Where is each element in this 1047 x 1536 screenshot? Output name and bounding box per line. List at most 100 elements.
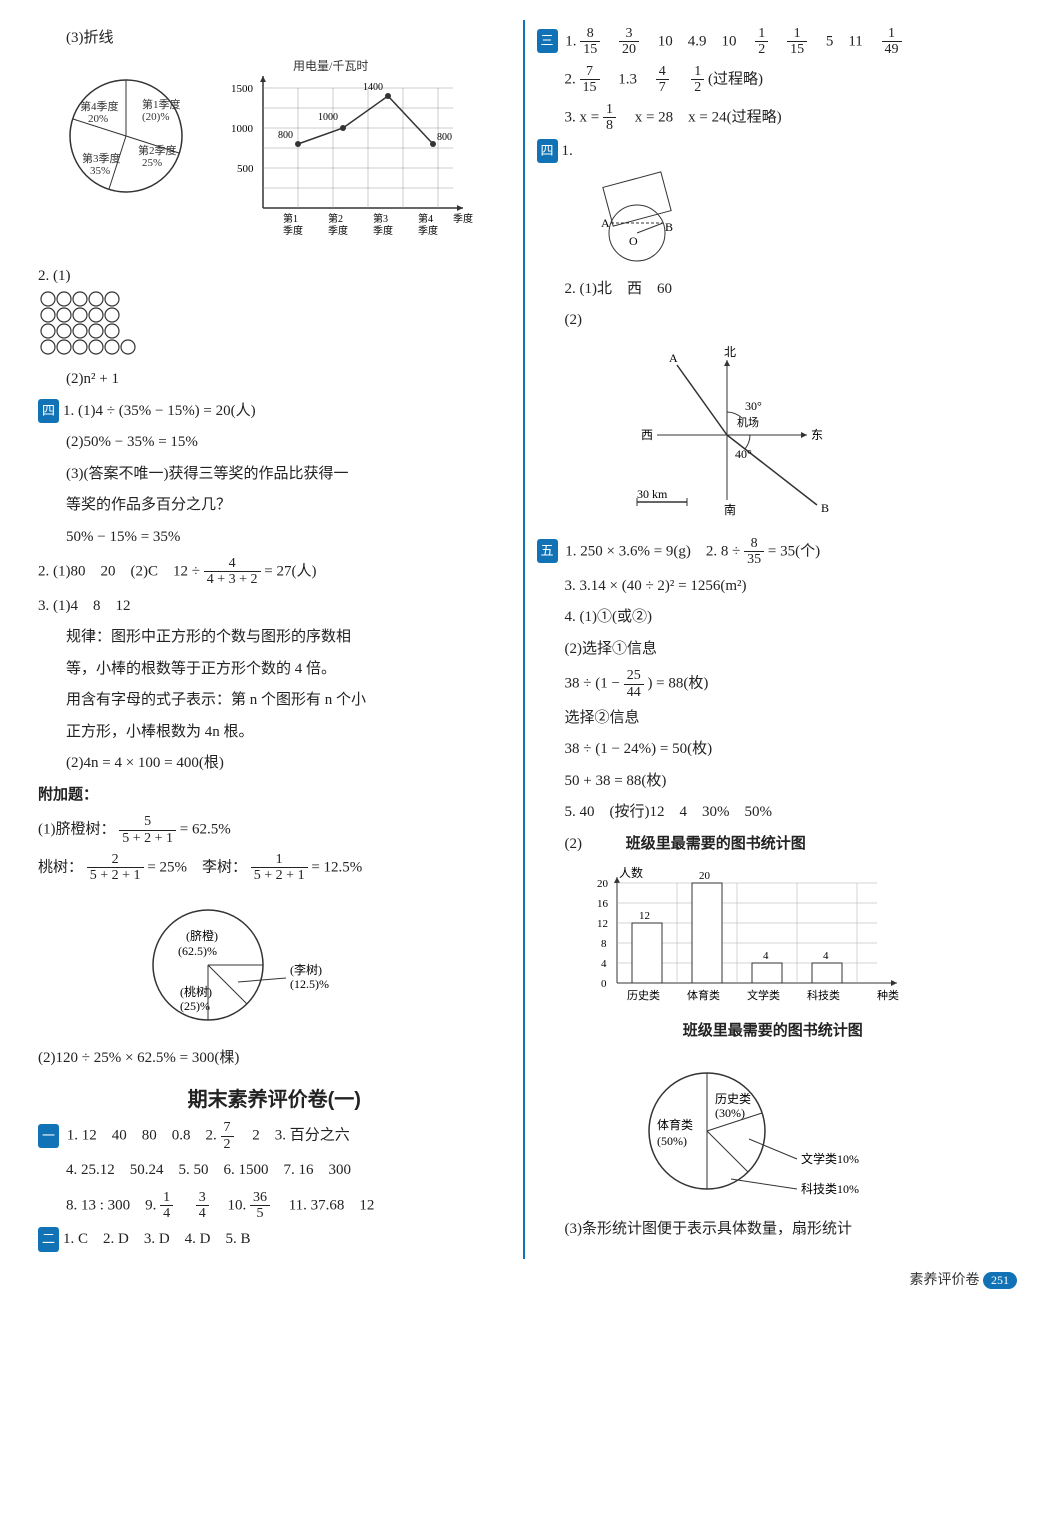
- s1-l3: 8. 13 : 300 9. 14 34 10. 365 11. 37.68 1…: [66, 1190, 511, 1222]
- svg-text:O: O: [629, 234, 638, 248]
- s3-l1mid: 10 4.9 10: [643, 33, 752, 49]
- frac: 2544: [624, 668, 644, 700]
- svg-text:12: 12: [639, 910, 650, 922]
- svg-text:A: A: [669, 351, 678, 365]
- pie-chart-books: 体育类 (50%) 历史类 (30%) 文学类10% 科技类10%: [597, 1051, 917, 1211]
- svg-text:16: 16: [597, 898, 609, 910]
- bar-chart-books: 人数 2016 128 40 1220 44 历史类体育类 文学类科技类 种类: [577, 863, 927, 1013]
- svg-text:800: 800: [437, 132, 452, 143]
- svg-text:第4季度: 第4季度: [80, 99, 119, 113]
- s4r-q1: 四1.: [537, 139, 1010, 165]
- frac: 715: [580, 64, 600, 96]
- s1-l3c: 10.: [212, 1197, 250, 1213]
- svg-text:机场: 机场: [737, 415, 759, 429]
- frac: 115: [787, 26, 807, 58]
- svg-text:B: B: [821, 501, 829, 515]
- frac: 44 + 3 + 2: [204, 556, 261, 588]
- s3-l3: 3. x = 18 x = 28 x = 24(过程略): [565, 102, 1010, 134]
- q3-label: (3)折线: [66, 26, 511, 52]
- extra-l3: (2)120 ÷ 25% × 62.5% = 300(棵): [38, 1046, 511, 1072]
- extra-l2c: = 12.5%: [311, 859, 362, 875]
- s5-l5: 38 ÷ (1 − 2544 ) = 88(枚): [565, 668, 1010, 700]
- frac: 18: [603, 102, 616, 134]
- svg-text:第1: 第1: [283, 212, 298, 225]
- s1-l1a: 1. 12 40 80 0.8 2.: [67, 1128, 221, 1144]
- extra-l2a: 桃树：: [38, 859, 83, 875]
- s5-l5a: 38 ÷ (1 −: [565, 675, 624, 691]
- svg-text:0: 0: [601, 978, 607, 990]
- svg-text:30 km: 30 km: [637, 487, 668, 501]
- svg-text:(桃树): (桃树): [180, 984, 212, 999]
- svg-text:季度: 季度: [283, 224, 303, 237]
- extra-l2b: = 25% 李树：: [147, 859, 247, 875]
- svg-text:体育类: 体育类: [657, 1117, 693, 1132]
- svg-text:A: A: [601, 216, 610, 230]
- s5-l10: (2) 班级里最需要的图书统计图: [565, 832, 1010, 858]
- right-column: 三 1. 815 320 10 4.9 10 12 115 5 11 149 2…: [529, 20, 1018, 1259]
- badge-three: 三: [537, 29, 558, 53]
- s3-l2c: [673, 71, 688, 87]
- svg-text:4: 4: [823, 950, 829, 962]
- frac: 149: [882, 26, 902, 58]
- svg-text:30°: 30°: [745, 399, 762, 413]
- svg-text:季度: 季度: [418, 224, 438, 237]
- page-footer: 素养评价卷 251: [30, 1269, 1017, 1289]
- svg-text:1000: 1000: [231, 123, 254, 135]
- frac: 34: [196, 1190, 209, 1222]
- s5-l9: 5. 40 (按行)12 4 30% 50%: [565, 800, 1010, 826]
- s2: 二1. C 2. D 3. D 4. D 5. B: [38, 1227, 511, 1253]
- svg-text:25%: 25%: [142, 157, 162, 169]
- s4-q1-1-text: 1. (1)4 ÷ (35% − 15%) = 20(人): [63, 403, 256, 419]
- frac: 12: [755, 26, 768, 58]
- frac: 815: [580, 26, 600, 58]
- badge-four: 四: [537, 139, 558, 163]
- svg-text:第3: 第3: [373, 212, 388, 225]
- s5-l4: (2)选择①信息: [565, 637, 1010, 663]
- s4-q3-2: 规律：图形中正方形的个数与图形的序数相: [66, 625, 511, 651]
- s1-l3a: 8. 13 : 300 9.: [66, 1197, 160, 1213]
- svg-text:(30%): (30%): [715, 1106, 745, 1120]
- badge-two: 二: [38, 1227, 59, 1251]
- s3-l3a: 3. x =: [565, 109, 603, 125]
- left-column: (3)折线 第1季度 (20)% 第2季度 25% 第3季度 35% 第4季度 …: [30, 20, 519, 1259]
- svg-text:季度: 季度: [453, 212, 473, 225]
- s4-q3-3: (2)4n = 4 × 100 = 400(根): [66, 751, 511, 777]
- s3-l2: 2. 715 1.3 47 12 (过程略): [565, 64, 1010, 96]
- svg-text:40°: 40°: [735, 447, 752, 461]
- svg-text:用电量/千瓦时: 用电量/千瓦时: [293, 59, 368, 73]
- s5-l10a: (2): [565, 836, 583, 852]
- s4r-q2-2: (2): [565, 308, 1010, 334]
- svg-text:35%: 35%: [90, 165, 110, 177]
- svg-text:(50%): (50%): [657, 1134, 687, 1148]
- s3-l1end: 5 11: [811, 33, 878, 49]
- badge-one: 一: [38, 1124, 59, 1148]
- svg-text:(62.5)%: (62.5)%: [178, 944, 217, 958]
- svg-text:北: 北: [724, 345, 736, 359]
- s4-q1-3: (3)(答案不唯一)获得三等奖的作品比获得一: [66, 462, 511, 488]
- badge-four: 四: [38, 399, 59, 423]
- svg-text:(李树): (李树): [290, 962, 322, 977]
- s1-l1b: 2 3. 百分之六: [237, 1128, 350, 1144]
- svg-text:8: 8: [601, 938, 607, 950]
- svg-text:季度: 季度: [373, 224, 393, 237]
- svg-text:500: 500: [237, 163, 254, 175]
- s3-l2a: 2.: [565, 71, 580, 87]
- s4-q2a: 2. (1)80 20 (2)C 12 ÷: [38, 563, 204, 579]
- svg-text:第2: 第2: [328, 212, 343, 225]
- q2-2: (2)n² + 1: [66, 367, 511, 393]
- svg-text:西: 西: [641, 428, 653, 442]
- s5-l1: 五 1. 250 × 3.6% = 9(g) 2. 8 ÷ 835 = 35(个…: [537, 536, 1010, 568]
- page: (3)折线 第1季度 (20)% 第2季度 25% 第3季度 35% 第4季度 …: [30, 20, 1017, 1259]
- s4-q3-2b: 等，小棒的根数等于正方形个数的 4 倍。: [66, 657, 511, 683]
- s5-l3: 4. (1)①(或②): [565, 605, 1010, 631]
- svg-text:人数: 人数: [619, 865, 643, 880]
- extra-l1b: = 62.5%: [180, 822, 231, 838]
- pie-chart-seasons: 第1季度 (20)% 第2季度 25% 第3季度 35% 第4季度 20%: [38, 58, 213, 213]
- s3-l1: 三 1. 815 320 10 4.9 10 12 115 5 11 149: [537, 26, 1010, 58]
- exam-title: 期末素养评价卷(一): [38, 1083, 511, 1112]
- s4-q3-2c: 用含有字母的式子表示：第 n 个图形有 n 个小: [66, 688, 511, 714]
- s4-q3-1: 3. (1)4 8 12: [38, 594, 511, 620]
- s3-l3b: x = 28 x = 24(过程略): [620, 109, 782, 125]
- s4-q2: 2. (1)80 20 (2)C 12 ÷ 44 + 3 + 2 = 27(人): [38, 556, 511, 588]
- s2-text: 1. C 2. D 3. D 4. D 5. B: [63, 1231, 251, 1247]
